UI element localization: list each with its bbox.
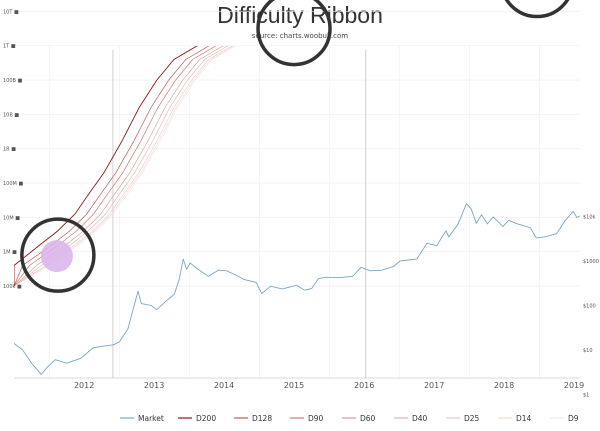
x-axis: 2012 2013 2014 2015 2016 2017 2018 2019	[14, 377, 584, 390]
legend-label: D40	[412, 414, 428, 423]
x-tick-label: 2017	[424, 381, 444, 390]
market-series	[14, 203, 580, 375]
legend-label: D60	[360, 414, 376, 423]
y-axis-right: $10k $1000 $100 $10 $1	[583, 215, 599, 399]
ribbon-line-d200	[14, 46, 198, 287]
highlight-ring	[256, 0, 332, 67]
x-tick-label: 2012	[74, 381, 94, 390]
legend-item-d9[interactable]: D9	[550, 414, 579, 423]
ribbon-line-d25	[14, 46, 233, 287]
y-right-tick-label: $100	[583, 303, 596, 309]
x-tick-label: 2019	[564, 381, 584, 390]
x-tick-label: 2015	[284, 381, 304, 390]
legend-label: D14	[516, 414, 532, 423]
y-left-tick-label: 1M ■	[3, 250, 17, 256]
highlight-dot	[40, 240, 73, 273]
legend-label: Market	[138, 414, 164, 423]
legend-label: D128	[252, 414, 272, 423]
ribbon-line-d90	[14, 46, 217, 287]
y-left-tick-label: 10B ■	[3, 112, 19, 118]
ribbon-line-d9	[14, 46, 237, 287]
y-left-tick-label: 1T ■	[3, 44, 16, 50]
legend-item-d90[interactable]: D90	[290, 414, 324, 423]
legend-label: D200	[196, 414, 216, 423]
vertical-markers	[112, 50, 367, 378]
legend-item-market[interactable]: Market	[120, 414, 164, 423]
ribbon-line-d40	[14, 46, 229, 287]
y-left-tick-label: 100M ■	[3, 181, 23, 187]
grid	[14, 11, 580, 378]
x-tick-label: 2013	[144, 381, 164, 390]
legend-item-d14[interactable]: D14	[498, 414, 532, 423]
ribbon-line-d128	[14, 46, 210, 287]
legend-label: D9	[568, 414, 579, 423]
legend-label: D25	[464, 414, 480, 423]
y-right-tick-label: $10	[583, 348, 593, 354]
legend-item-d200[interactable]: D200	[178, 414, 216, 423]
y-left-tick-label: 10T ■	[3, 9, 19, 15]
legend-item-d128[interactable]: D128	[234, 414, 272, 423]
y-left-tick-label: 100k ■	[3, 284, 22, 290]
x-tick-label: 2018	[494, 381, 514, 390]
legend-item-d25[interactable]: D25	[446, 414, 480, 423]
y-right-tick-label: $1	[583, 392, 589, 398]
y-left-tick-label: 1B ■	[3, 147, 16, 153]
highlight-ring	[20, 217, 96, 293]
legend-item-d40[interactable]: D40	[394, 414, 428, 423]
y-right-tick-label: $10k	[583, 215, 596, 221]
y-left-tick-label: 10M ■	[3, 215, 20, 221]
highlight-ring	[504, 0, 570, 19]
legend[interactable]: Market D200 D128 D90 D60 D40 D25 D14 D9	[120, 414, 579, 423]
y-right-tick-label: $1000	[583, 259, 599, 265]
chart-subtitle: source: charts.woobull.com	[251, 32, 349, 40]
difficulty-ribbon	[14, 46, 237, 287]
chart-title: Difficulty Ribbon	[217, 2, 383, 28]
ribbon-line-d14	[14, 46, 235, 287]
highlight-annotations	[20, 0, 570, 293]
x-tick-label: 2014	[214, 381, 234, 390]
legend-item-d60[interactable]: D60	[342, 414, 376, 423]
y-axis-left: 100T ■10T ■1T ■100B ■10B ■1B ■100M ■10M …	[3, 9, 23, 290]
legend-label: D90	[308, 414, 324, 423]
x-tick-label: 2016	[354, 381, 374, 390]
market-line	[14, 203, 580, 375]
ribbon-line-d60	[14, 46, 224, 287]
y-left-tick-label: 100B ■	[3, 78, 23, 84]
